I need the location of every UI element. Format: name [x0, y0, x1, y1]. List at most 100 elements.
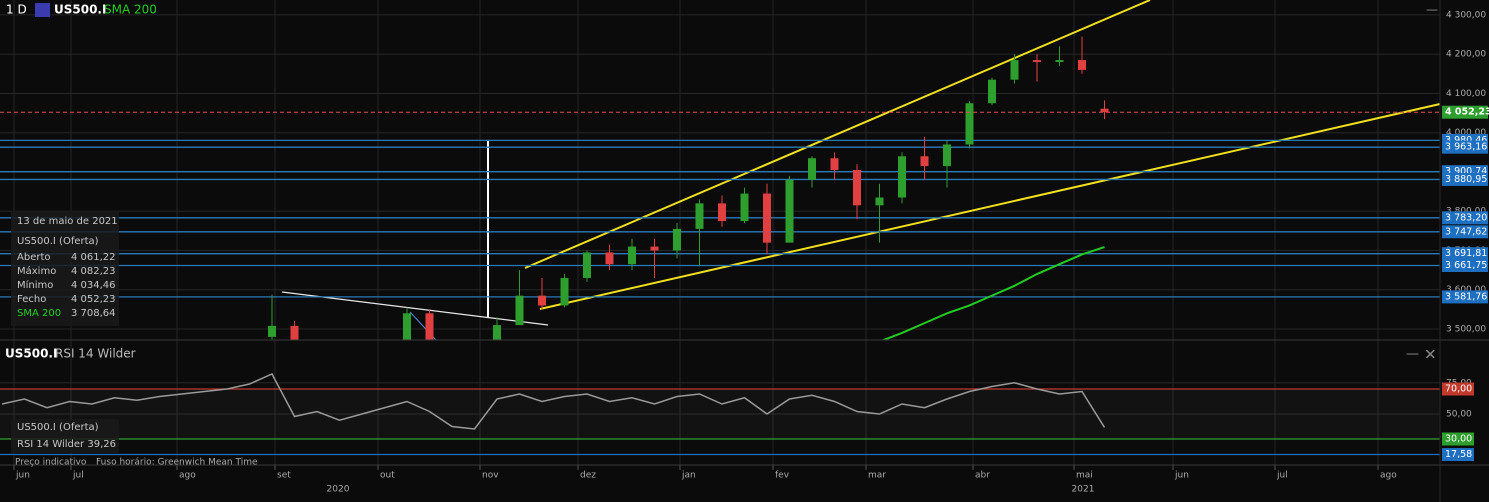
candle-body [1100, 108, 1109, 113]
candle-body [965, 103, 974, 145]
info-instrument: US500.I (Oferta) [17, 236, 99, 247]
y-tick-label: 3 500,00 [1446, 325, 1486, 335]
close[interactable]: ✕ [1424, 346, 1437, 364]
rsi-level-label: 70,00 [1445, 384, 1472, 395]
y-tick-label: 4 300,00 [1446, 10, 1486, 20]
x-tick-label: jul [1276, 471, 1288, 481]
candle-body [403, 313, 411, 340]
y-tick-label: 3 600,00 [1446, 285, 1486, 295]
rsi-level-bg [1442, 382, 1474, 396]
candle-body [650, 246, 659, 251]
cfd-icon [35, 3, 50, 17]
info-box [11, 211, 119, 326]
candle-body [628, 246, 636, 265]
rsi-name: RSI 14 Wilder [55, 347, 136, 361]
x-tick-label: jul [72, 471, 84, 481]
x-tick-label: abr [975, 471, 990, 481]
candle-body [785, 179, 794, 243]
level-label: 3 661,75 [1445, 260, 1487, 271]
minimize[interactable]: — [1426, 3, 1438, 17]
interval: 1 D [6, 3, 27, 17]
rsi-level-bg [1442, 432, 1474, 446]
candle-body [583, 252, 591, 278]
candle-body [830, 158, 839, 170]
level-label: 3 581,76 [1445, 291, 1487, 302]
indicator: SMA 200 [104, 3, 157, 17]
info-key: SMA 200 [17, 308, 61, 319]
info-date: 13 de maio de 2021 [17, 216, 118, 227]
y-tick-label: 4 100,00 [1446, 89, 1486, 99]
level-label-bg [1442, 247, 1488, 261]
level-label-bg [1442, 211, 1488, 225]
candle-body [920, 156, 929, 167]
candle-body [943, 144, 951, 167]
info-value: 4 034,46 [71, 280, 116, 291]
candle-body [718, 203, 726, 222]
candle-body [808, 158, 816, 180]
candle-body [763, 193, 771, 243]
candle-body [515, 295, 524, 326]
footer-note: Preço indicativo [15, 458, 87, 468]
x-tick-label: out [380, 471, 395, 481]
x-tick-label: dez [580, 471, 596, 481]
candle-body [605, 252, 614, 265]
x-tick-label: jun [1174, 471, 1189, 481]
rsi-legend: RSI 14 Wilder 39,26 [17, 439, 116, 450]
candle-body [673, 228, 681, 251]
info-key: Aberto [17, 252, 51, 263]
level-label: 3 783,20 [1445, 212, 1487, 223]
candle-body [853, 170, 861, 206]
level-label: 3 980,46 [1445, 135, 1487, 146]
level-label-bg [1442, 290, 1488, 304]
level-label: 3 900,74 [1445, 166, 1487, 177]
sma-line [880, 246, 1105, 340]
info-key: Fecho [17, 294, 46, 305]
footer-timezone: Fuso horário: Greenwich Mean Time [96, 458, 258, 468]
x-tick-label: mai [1076, 471, 1093, 481]
trend-line [539, 103, 1441, 310]
candle-body [695, 203, 704, 229]
candle-body [1078, 60, 1086, 70]
symbol: US500.I [54, 3, 106, 17]
x-tick-label: jun [15, 471, 30, 481]
info-value: 4 082,23 [71, 266, 116, 277]
level-label-bg [1442, 140, 1488, 154]
level-label-bg [1442, 259, 1488, 273]
candle-body [268, 325, 276, 337]
rsi-level-bg [1442, 448, 1474, 462]
x-tick-label: mar [868, 471, 886, 481]
info-value: 4 052,23 [71, 294, 116, 305]
candle-body [875, 197, 884, 206]
rsi-band [0, 389, 1440, 439]
x-tick-label: ago [179, 471, 196, 481]
rsi-info-box [11, 419, 119, 453]
level-label: 3 880,95 [1445, 174, 1487, 185]
level-label-bg [1442, 172, 1488, 186]
candle-body [425, 313, 434, 340]
candle-body [1055, 60, 1064, 63]
level-label-bg [1442, 225, 1488, 239]
rsi-tick-label: 50,00 [1446, 410, 1472, 420]
x-tick-label: nov [482, 471, 499, 481]
level-label: 3 963,16 [1445, 142, 1487, 153]
minimize[interactable]: — [1406, 347, 1419, 362]
info-value: 4 061,22 [71, 252, 116, 263]
x-tick-label: fev [775, 471, 790, 481]
candle-body [290, 325, 299, 340]
x-tick-label: set [277, 471, 291, 481]
level-label: 3 691,81 [1445, 248, 1487, 259]
last-price-label: 4 052,23 [1445, 107, 1489, 118]
candle-body [560, 277, 569, 306]
candle-body [740, 193, 749, 222]
year-label: 2020 [327, 485, 350, 495]
candle-body [898, 156, 906, 198]
info-key: Máximo [17, 265, 56, 277]
info-key: Mínimo [17, 279, 53, 291]
candle-body [988, 79, 996, 104]
trend-line [524, 0, 1151, 269]
rsi-level-label: 30,00 [1445, 434, 1472, 445]
candle-body [538, 295, 546, 306]
